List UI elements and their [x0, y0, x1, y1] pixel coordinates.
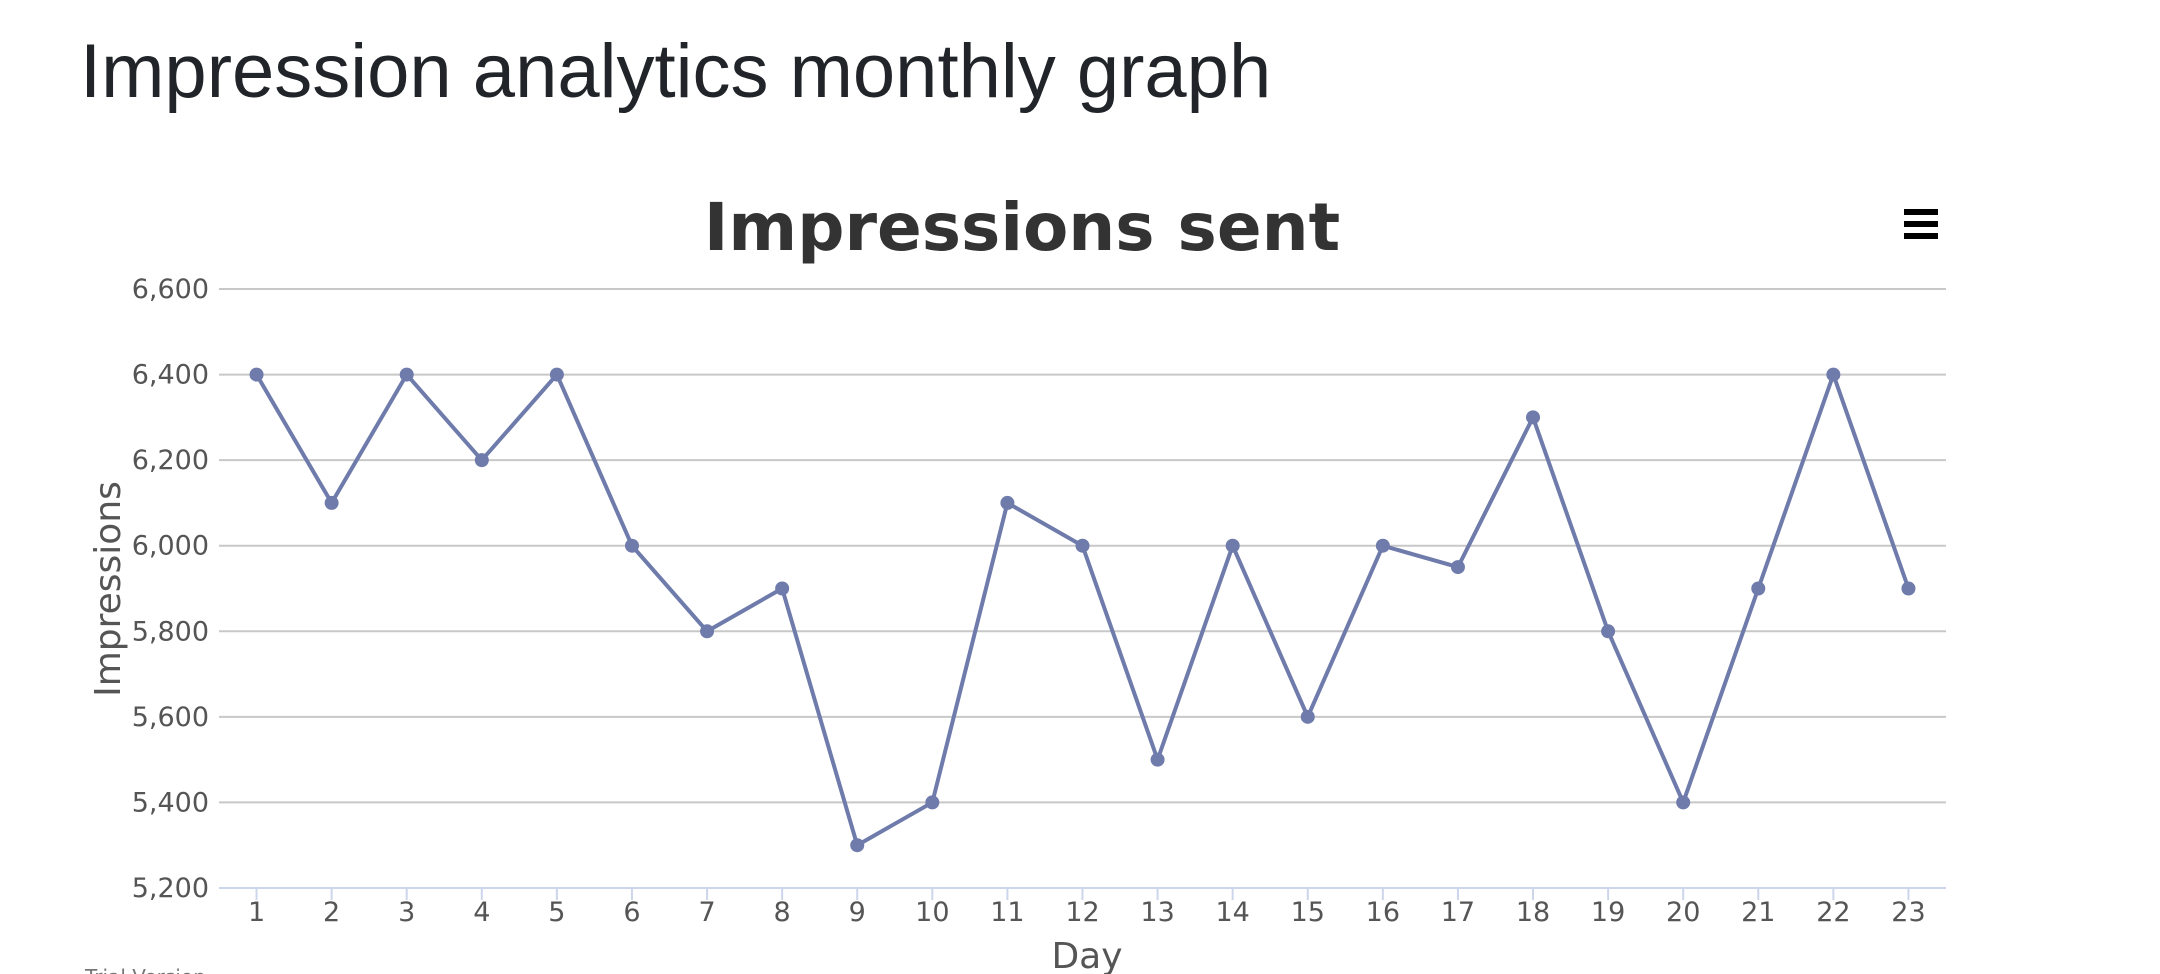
x-tick-label: 4 [473, 897, 490, 928]
y-tick-label: 5,200 [132, 873, 209, 904]
data-point [1751, 581, 1766, 596]
data-point [1826, 367, 1841, 382]
x-tick-label: 13 [1140, 897, 1174, 928]
x-tick-label: 10 [915, 897, 949, 928]
y-axis-title: Impressions [88, 481, 129, 697]
trial-note: Trial Version [84, 965, 206, 974]
menu-bar [1904, 209, 1938, 215]
x-tick-label: 7 [698, 897, 715, 928]
data-point [1225, 538, 1240, 553]
data-point [775, 581, 790, 596]
x-tick-label: 9 [849, 897, 866, 928]
menu-bar [1904, 233, 1938, 239]
y-tick-label: 5,800 [132, 616, 209, 647]
data-point [249, 367, 264, 382]
x-tick-label: 6 [623, 897, 640, 928]
data-point [1601, 624, 1616, 639]
x-tick-label: 3 [398, 897, 415, 928]
y-tick-label: 6,000 [132, 531, 209, 562]
data-point [1150, 752, 1165, 767]
y-tick-label: 5,600 [132, 702, 209, 733]
x-tick-label: 2 [323, 897, 340, 928]
x-tick-label: 1 [248, 897, 265, 928]
y-tick-label: 6,600 [132, 274, 209, 305]
y-tick-label: 6,400 [132, 360, 209, 391]
x-tick-label: 17 [1441, 897, 1475, 928]
x-tick-label: 16 [1366, 897, 1400, 928]
page-title: Impression analytics monthly graph [80, 29, 1271, 114]
x-tick-label: 5 [548, 897, 565, 928]
menu-bar [1904, 221, 1938, 227]
x-tick-label: 12 [1065, 897, 1099, 928]
x-tick-label: 21 [1741, 897, 1775, 928]
data-point [1000, 495, 1015, 510]
chart-title: Impressions sent [704, 189, 1340, 266]
x-tick-label: 20 [1666, 897, 1700, 928]
x-tick-label: 11 [990, 897, 1024, 928]
data-point [1526, 410, 1541, 425]
x-tick-label: 23 [1891, 897, 1925, 928]
data-point [399, 367, 414, 382]
data-point [1450, 560, 1465, 575]
x-tick-label: 15 [1291, 897, 1325, 928]
menu-button[interactable] [1904, 209, 1938, 239]
data-point [1375, 538, 1390, 553]
data-point [1300, 709, 1315, 724]
data-point [850, 838, 865, 853]
data-point [925, 795, 940, 810]
x-axis-title: Day [1051, 936, 1122, 974]
data-point [1075, 538, 1090, 553]
data-point [1676, 795, 1691, 810]
x-tick-label: 22 [1816, 897, 1850, 928]
x-tick-label: 8 [774, 897, 791, 928]
data-point [700, 624, 715, 639]
data-point [1901, 581, 1916, 596]
y-tick-label: 6,200 [132, 445, 209, 476]
x-tick-label: 14 [1215, 897, 1249, 928]
data-point [624, 538, 639, 553]
data-point [324, 495, 339, 510]
x-tick-label: 18 [1516, 897, 1550, 928]
data-point [474, 453, 489, 468]
data-point [549, 367, 564, 382]
y-tick-label: 5,400 [132, 787, 209, 818]
x-tick-label: 19 [1591, 897, 1625, 928]
series-line [254, 368, 1911, 849]
